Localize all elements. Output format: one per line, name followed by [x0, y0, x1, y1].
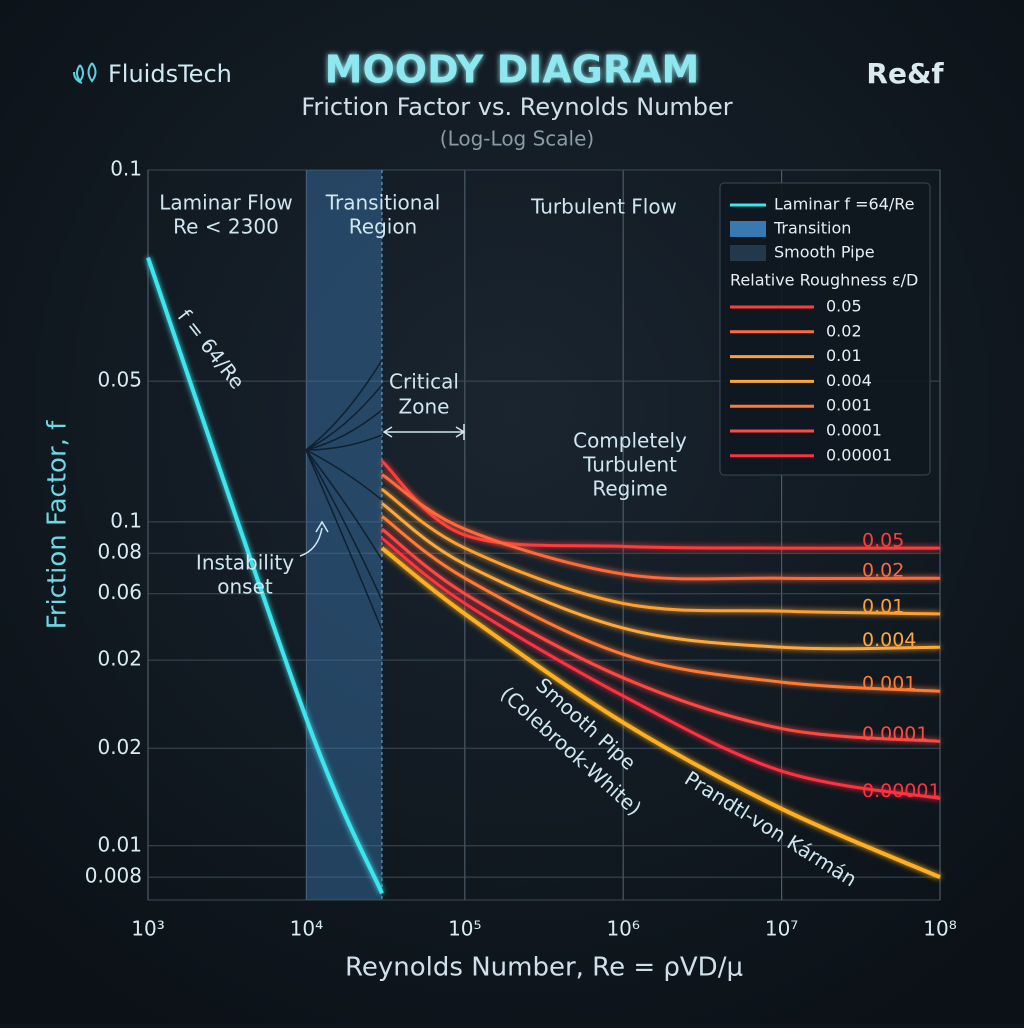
- annotation: Transitional: [325, 191, 441, 215]
- legend-label: Transition: [773, 219, 851, 238]
- brand: FluidsTech: [108, 60, 232, 88]
- legend: Laminar f =64/Re Transition Smooth Pipe Rel…: [719, 182, 931, 476]
- x-tick-label: 10⁸: [923, 917, 956, 941]
- end-label: 0.004: [862, 629, 916, 651]
- annotation: Laminar Flow: [159, 191, 293, 215]
- end-label: 0.01: [862, 595, 904, 617]
- x-tick-label: 10⁷: [765, 917, 798, 941]
- critical-arrow: [382, 424, 466, 440]
- legend-label: 0.02: [826, 321, 862, 340]
- logo: Re&f: [866, 57, 944, 90]
- end-label: 0.0001: [862, 723, 928, 745]
- instability-arrow: [299, 520, 329, 557]
- fan-lines: [305, 359, 383, 631]
- end-label: 0.05: [862, 530, 904, 552]
- y-tick-label: 0.1: [110, 508, 142, 532]
- legend-label: 0.05: [826, 297, 862, 316]
- y-tick-label: 0.02: [97, 735, 142, 759]
- legend-heading: Relative Roughness ε/D: [730, 271, 918, 290]
- y-tick-label: 0.02: [97, 647, 142, 671]
- legend-box: [719, 182, 931, 476]
- legend-label: 0.01: [826, 346, 862, 365]
- annotation: Zone: [399, 395, 450, 419]
- y-tick-label: 0.06: [97, 580, 142, 604]
- subtitle: Friction Factor vs. Reynolds Number: [301, 93, 732, 121]
- y-tick-label: 0.008: [85, 864, 142, 888]
- legend-label: Laminar f =64/Re: [774, 195, 914, 214]
- x-tick-label: 10⁶: [606, 917, 639, 941]
- series-line: [381, 537, 941, 800]
- brand-icon: [73, 62, 97, 84]
- end-label: 0.001: [862, 673, 916, 695]
- legend-label: 0.004: [826, 371, 872, 390]
- legend-label: 0.00001: [826, 445, 892, 464]
- x-tick-label: 10³: [131, 917, 164, 941]
- legend-label: Smooth Pipe: [774, 243, 875, 262]
- series-line: [381, 515, 941, 693]
- x-axis-label: Reynolds Number, Re = ρVD/μ: [345, 953, 743, 983]
- legend-swatch: [730, 221, 766, 237]
- annotation: Re < 2300: [173, 215, 279, 239]
- annotation: Instability: [196, 551, 294, 575]
- y-tick-label: 0.08: [97, 540, 142, 564]
- series-line: [381, 488, 941, 616]
- annotation: Completely: [573, 429, 687, 453]
- legend-label: 0.001: [826, 396, 872, 415]
- annotation: Region: [349, 215, 417, 239]
- bands: [306, 170, 383, 900]
- series-line: [381, 527, 941, 743]
- legend-swatch: [730, 245, 766, 261]
- chart-title: MOODY DIAGRAM: [325, 48, 700, 92]
- y-tick-label: 0.01: [97, 832, 142, 856]
- texts: FluidsTech Re&f MOODY DIAGRAM Friction F…: [43, 48, 945, 983]
- annotation: onset: [217, 575, 273, 599]
- y-tick-label: 0.1: [110, 157, 142, 181]
- end-label: 0.02: [862, 560, 904, 582]
- transition-band: [306, 170, 382, 900]
- series-line: [146, 256, 384, 895]
- annotation: Critical: [389, 370, 459, 394]
- end-label: 0.00001: [862, 780, 941, 802]
- series-line: [381, 473, 941, 581]
- x-tick-label: 10⁴: [290, 917, 323, 941]
- series-line: [380, 460, 941, 550]
- annotation: Turbulent Flow: [530, 195, 677, 219]
- legend-label: 0.0001: [826, 421, 882, 440]
- annotation: Turbulent: [582, 453, 677, 477]
- series-line: [380, 546, 941, 879]
- y-tick-label: 0.05: [97, 368, 142, 392]
- x-tick-label: 10⁵: [448, 917, 481, 941]
- scale-note: (Log-Log Scale): [440, 127, 594, 151]
- lines: 0.05 0.02 0.01 0.004 0.001 0.0001 0.00001: [146, 256, 941, 895]
- annotation: Regime: [592, 477, 667, 501]
- y-axis-label: Friction Factor, f: [43, 420, 73, 629]
- series-line: [381, 502, 941, 651]
